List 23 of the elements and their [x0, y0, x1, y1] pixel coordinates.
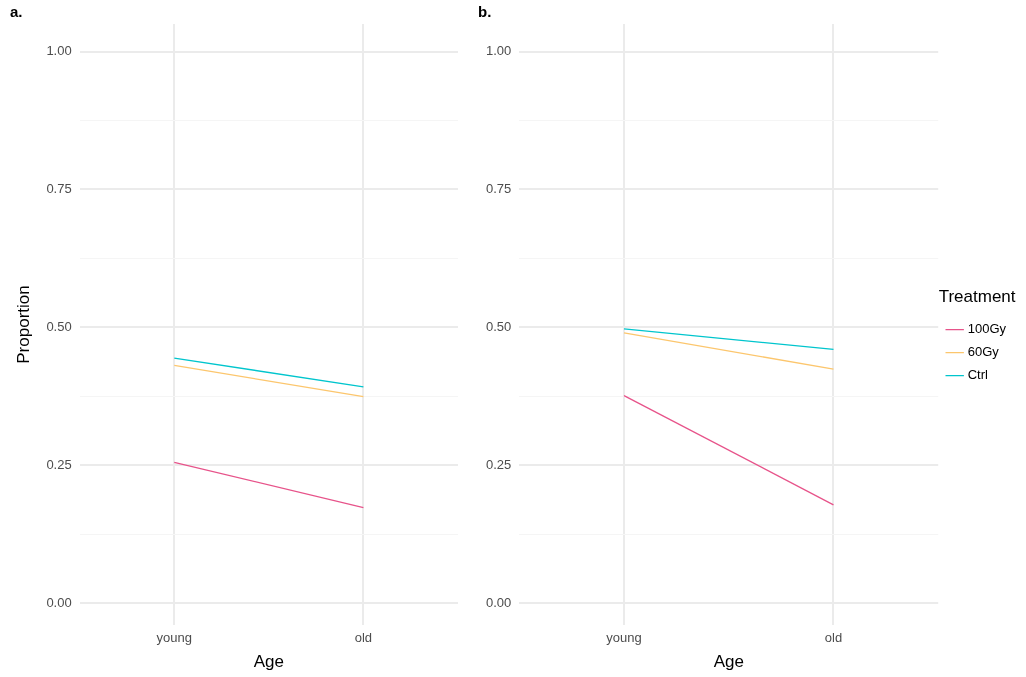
y-axis-title: Proportion — [13, 285, 33, 364]
x-tick-label: old — [354, 630, 373, 646]
y-tick-label: 0.75 — [485, 180, 512, 196]
y-tick-label: 0.25 — [485, 456, 512, 472]
y-tick-label: 0.00 — [485, 594, 512, 610]
legend-label: 100Gy — [967, 321, 1007, 337]
legend-label: Ctrl — [967, 367, 989, 383]
y-tick-label: 0.00 — [46, 594, 72, 610]
legend-title: Treatment — [938, 286, 1016, 306]
y-tick-label: 0.75 — [46, 180, 72, 196]
x-axis-title: Age — [713, 652, 744, 672]
y-tick-label: 0.50 — [485, 318, 512, 334]
y-tick-label: 1.00 — [485, 43, 512, 59]
y-tick-label: 0.50 — [46, 318, 72, 334]
y-tick-label: 0.25 — [46, 456, 72, 472]
legend-label: 60Gy — [967, 344, 1000, 360]
x-tick-label: young — [156, 630, 192, 646]
chart-title: a. — [10, 3, 23, 21]
chart-title: b. — [478, 3, 492, 21]
x-axis-title: Age — [253, 652, 284, 672]
x-tick-label: young — [606, 630, 642, 646]
y-tick-label: 1.00 — [46, 43, 72, 59]
x-tick-label: old — [824, 630, 843, 646]
